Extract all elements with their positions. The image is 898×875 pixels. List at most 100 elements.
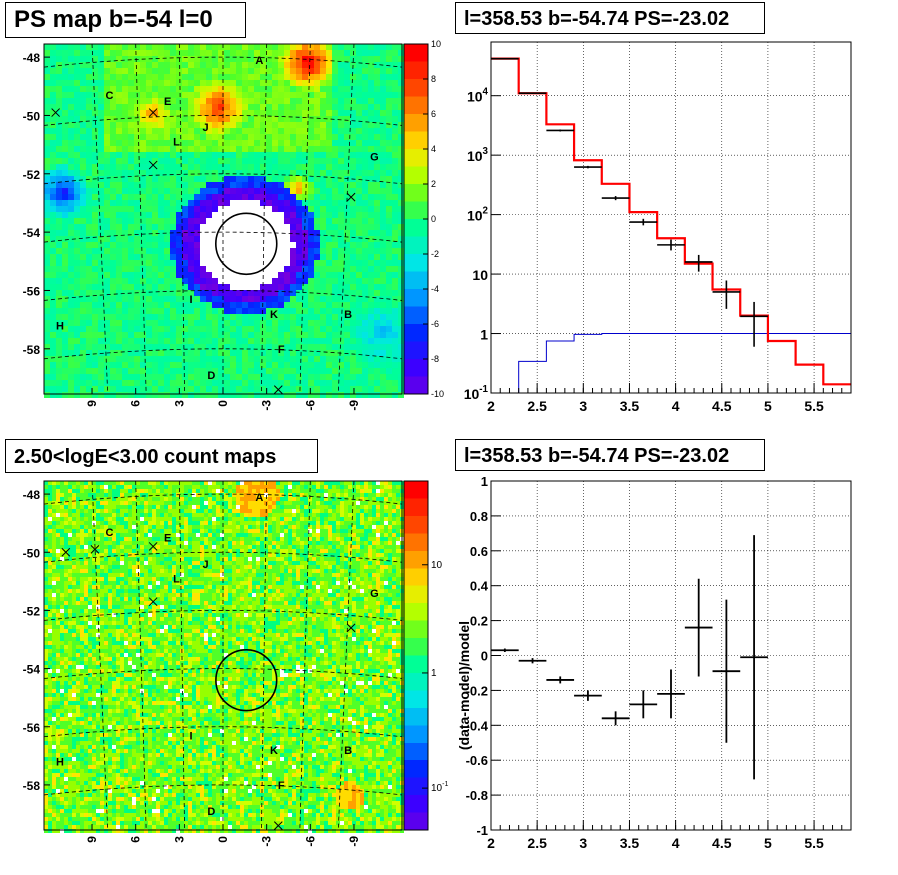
source-cross-marker: [61, 547, 71, 557]
colorbar-tick-label: -4: [431, 284, 439, 294]
residual-y-tick-label: 1: [481, 474, 488, 489]
source-label-A: A: [255, 55, 263, 67]
spectrum-y-tick-label: 10: [472, 267, 488, 283]
residual-y-tick-label: -0.2: [466, 683, 488, 698]
spectrum-panel[interactable]: 2 2.5 3 3.5 4 4.5 5 5.5 10-1 1 10 102 103 104: [449, 0, 898, 437]
count-map-raster: [44, 481, 404, 833]
graticule-lat-line: [43, 493, 403, 505]
ps-map-title: PS map b=-54 l=0: [5, 2, 246, 38]
source-label-I: I: [189, 294, 192, 306]
graticule-lon-line: [261, 480, 268, 831]
source-cross-marker: [273, 821, 283, 830]
spectrum-x-tick-label: 5: [764, 398, 772, 414]
residual-x-tick-label: 2.5: [527, 835, 547, 851]
source-label-G: G: [370, 151, 379, 163]
source-label-E: E: [164, 533, 171, 545]
source-label-B: B: [344, 309, 352, 321]
graticule-lat-line: [43, 348, 403, 360]
graticule-lon-line: [91, 480, 109, 831]
graticule-lon-line: [178, 480, 185, 831]
spectrum-frame: [490, 41, 852, 394]
colorbar-tick-label: -2: [431, 249, 439, 259]
graticule-lon-line: [91, 43, 109, 395]
map-lat-tick-label: -48: [23, 488, 41, 502]
map-lat-tick-label: -54: [23, 226, 41, 240]
source-label-D: D: [207, 806, 215, 818]
spectrum-x-tick-label: 4: [672, 398, 680, 414]
source-label-B: B: [344, 745, 352, 757]
residual-x-tick-label: 4: [672, 835, 680, 851]
source-label-D: D: [207, 370, 215, 382]
residual-y-tick-label: -0.4: [466, 718, 489, 733]
source-label-F: F: [278, 780, 285, 792]
count-map-panel[interactable]: 9 6 3 0 -3 -6 -9 -48 -50 -52 -54 -56 -58 A C E J L G I K B H F D…: [0, 437, 449, 875]
map-lon-tick-label: -9: [347, 400, 361, 411]
residual-panel[interactable]: 2 2.5 3 3.5 4 4.5 5 5.5 -1 -0.8 -0.6 -0.4 -0.2 0 0.2 0.…: [449, 437, 898, 875]
graticule-lat-line: [43, 56, 403, 68]
graticule-lat-line: [43, 610, 403, 621]
colorbar-tick-label: 8: [431, 74, 436, 84]
colorbar-tick-label: 10: [431, 39, 441, 49]
source-label-L: L: [173, 137, 180, 149]
map-lat-tick-label: -58: [23, 779, 41, 793]
map-lat-tick-label: -52: [23, 168, 41, 182]
graticule-lon-line: [135, 43, 147, 395]
spectrum-x-tick-label: 5.5: [804, 398, 824, 414]
colorbar-frame: [403, 480, 429, 831]
source-label-I: I: [189, 730, 192, 742]
map-lat-tick-label: -50: [23, 546, 41, 560]
map-lat-tick-label: -54: [23, 663, 41, 677]
source-label-H: H: [56, 320, 64, 332]
source-label-A: A: [255, 492, 263, 504]
map-lat-tick-label: -56: [23, 721, 41, 735]
count-colorbar: [404, 481, 428, 831]
spectrum-x-tick-label: 2: [487, 398, 495, 414]
spectrum-x-tick-label: 3.5: [620, 398, 640, 414]
map-lat-tick-label: -48: [23, 51, 41, 65]
residual-grid: [490, 480, 851, 831]
spectrum-y-tick-label: 104: [467, 87, 489, 105]
spectrum-y-tick-label: 102: [467, 206, 489, 224]
residual-y-axis-label: (data-model)/model: [456, 621, 472, 750]
spectrum-x-tick-label: 4.5: [712, 398, 732, 414]
graticule-lat-line: [43, 173, 403, 185]
source-label-H: H: [56, 757, 64, 769]
colorbar-tick-label: -10: [431, 389, 444, 399]
graticule-lat-line: [43, 115, 403, 126]
map-lon-tick-label: -9: [347, 836, 361, 847]
map-lat-tick-label: -56: [23, 284, 41, 298]
residual-x-tick-label: 2: [487, 835, 495, 851]
graticule-lon-line: [337, 43, 355, 395]
map-lon-tick-label: 3: [172, 836, 186, 843]
map-lon-tick-label: 6: [129, 400, 143, 407]
residual-y-tick-label: -0.6: [466, 753, 488, 768]
spectrum-y-tick-label: 1: [480, 327, 488, 343]
map-lon-tick-label: 9: [85, 836, 99, 843]
graticule-lat-line: [43, 726, 403, 738]
source-cross-marker: [90, 544, 100, 554]
residual-x-tick-label: 4.5: [712, 835, 732, 851]
graticule-lon-line: [299, 43, 311, 395]
graticule-lat-line: [43, 784, 403, 796]
colorbar-tick-label: 2: [431, 179, 436, 189]
spectrum-title: l=358.53 b=-54.74 PS=-23.02: [455, 2, 765, 34]
source-cross-marker: [148, 160, 158, 170]
source-label-C: C: [106, 90, 114, 102]
map-lat-tick-label: -50: [23, 109, 41, 123]
spectrum-grid: [490, 42, 851, 394]
source-label-J: J: [202, 559, 208, 571]
colorbar-tick-label: 4: [431, 144, 436, 154]
count-map-title: 2.50<logE<3.00 count maps: [5, 439, 318, 473]
map-lat-tick-label: -58: [23, 343, 41, 357]
residual-y-tick-label: 0.2: [470, 614, 488, 629]
map-lon-tick-label: 3: [172, 400, 186, 407]
source-cross-marker: [148, 597, 158, 607]
ps-colorbar: [404, 44, 428, 395]
map-lon-tick-label: -3: [260, 400, 274, 411]
ps-map-raster: [44, 44, 404, 398]
graticule-lon-line: [178, 43, 185, 395]
source-label-C: C: [106, 527, 114, 539]
map-lon-tick-label: 9: [85, 400, 99, 407]
spectrum-y-tick-label: 10-1: [464, 384, 489, 402]
